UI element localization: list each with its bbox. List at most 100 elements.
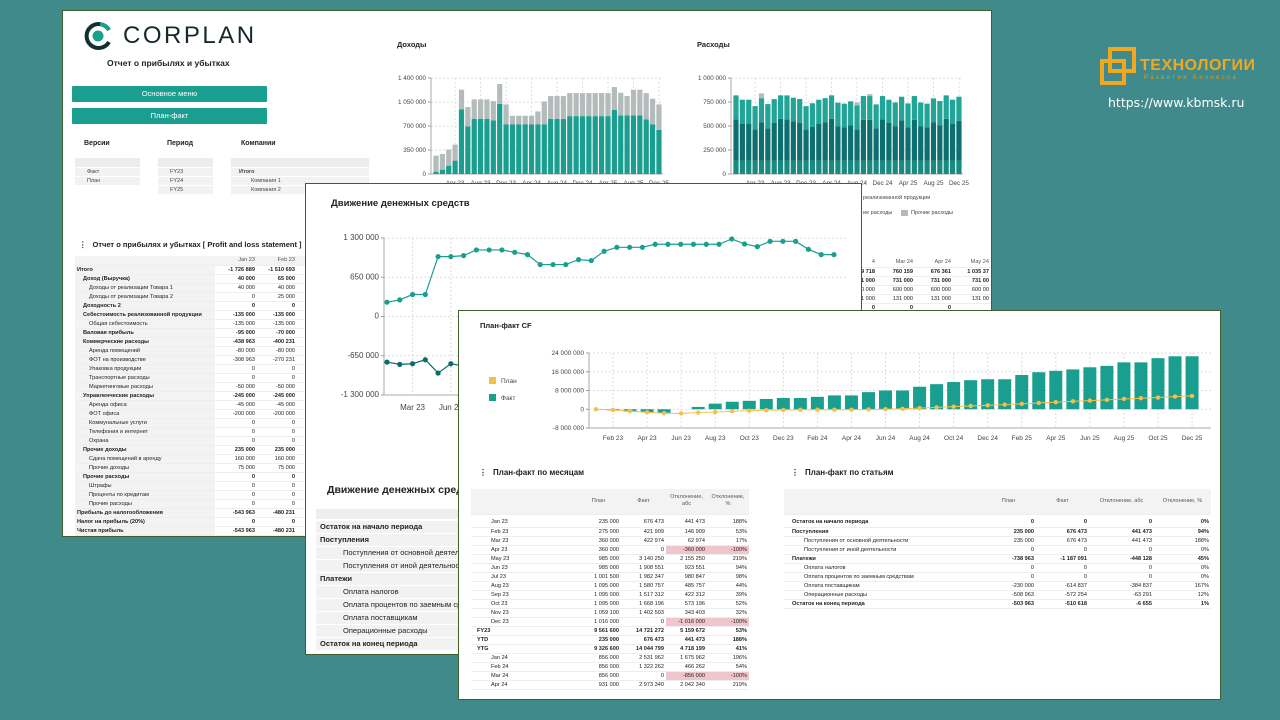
plan-point[interactable] [900, 406, 905, 411]
fact-bar[interactable] [1134, 362, 1148, 410]
fact-bar[interactable] [1168, 356, 1182, 410]
data-point[interactable] [614, 244, 620, 250]
fact-bar[interactable] [913, 386, 927, 410]
fact-bar[interactable] [1066, 369, 1080, 410]
bar-segment[interactable] [630, 115, 637, 174]
bar-segment[interactable] [841, 103, 847, 128]
bar-segment[interactable] [471, 99, 477, 119]
table-row[interactable]: Поступления 235 000 676 473 441 473 94% [784, 527, 1211, 537]
column-header[interactable]: План [981, 489, 1036, 515]
plan-point[interactable] [917, 405, 922, 411]
data-point[interactable] [397, 361, 403, 367]
bar-segment[interactable] [624, 115, 630, 174]
table-row[interactable]: Прочие расходы 0 0 [75, 472, 337, 482]
bar-segment[interactable] [822, 98, 828, 123]
data-point[interactable] [409, 291, 416, 298]
fact-bar[interactable] [896, 390, 910, 410]
bar-segment[interactable] [911, 96, 917, 120]
bar-segment[interactable] [752, 160, 758, 174]
bar-segment[interactable] [765, 104, 771, 129]
bar-segment[interactable] [828, 160, 835, 174]
bar-segment[interactable] [579, 93, 586, 117]
bar-segment[interactable] [522, 124, 528, 174]
plan-point[interactable] [985, 403, 990, 408]
bar-segment[interactable] [477, 99, 484, 119]
plan-point[interactable] [849, 407, 854, 412]
bar-segment[interactable] [567, 93, 573, 117]
table-row[interactable]: Оплата процентов по заемным средствам 0 0 0… [784, 572, 1211, 582]
column-header[interactable]: Apr 24 [915, 258, 953, 268]
plan-point[interactable] [1002, 402, 1007, 407]
table-row[interactable]: ФОТ офиса -200 000 -200 000 [75, 409, 337, 419]
plan-point[interactable] [593, 407, 599, 412]
bar-segment[interactable] [943, 95, 949, 119]
bar-segment[interactable] [886, 99, 892, 123]
bar-segment[interactable] [867, 119, 873, 161]
table-row[interactable]: Доходы от реализации Товара 1 40 000 40 00… [75, 283, 337, 293]
plan-point[interactable] [1087, 398, 1093, 403]
bar-segment[interactable] [758, 160, 765, 174]
table-row[interactable]: Управленческие расходы -245 000 -245 000 [75, 391, 337, 401]
bar-segment[interactable] [899, 120, 905, 161]
bar-segment[interactable] [892, 126, 898, 161]
bar-segment[interactable] [943, 160, 949, 174]
bar-segment[interactable] [573, 93, 579, 117]
bar-segment[interactable] [490, 120, 496, 174]
bar-segment[interactable] [949, 160, 956, 174]
table-row[interactable]: Налог на прибыль (20%) 0 0 [75, 517, 337, 527]
fact-bar[interactable] [1117, 362, 1131, 410]
data-point[interactable] [767, 238, 773, 244]
table-row[interactable]: Операционные расходы -508 963 -572 254 -63 … [784, 590, 1211, 600]
column-header[interactable]: Факт [1036, 489, 1089, 515]
bar-segment[interactable] [548, 118, 554, 174]
bar-segment[interactable] [777, 118, 784, 161]
bar-segment[interactable] [841, 127, 847, 161]
bar-segment[interactable] [656, 104, 662, 130]
column-header[interactable]: Отклонение, % [1154, 489, 1211, 515]
fact-bar[interactable] [1049, 370, 1063, 410]
data-point[interactable] [665, 241, 671, 247]
bar-segment[interactable] [433, 155, 439, 172]
bar-segment[interactable] [637, 89, 643, 116]
bar-segment[interactable] [746, 160, 752, 174]
fact-bar[interactable] [708, 403, 722, 410]
table-row[interactable]: Mar 24 856 000 0 -856 000 -100% [471, 671, 749, 681]
table-row[interactable]: Feb 24 856 000 1 322 262 466 262 54% [471, 662, 749, 672]
data-point[interactable] [409, 361, 416, 367]
bar-segment[interactable] [465, 107, 471, 127]
plan-point[interactable] [951, 404, 956, 409]
data-point[interactable] [627, 244, 633, 250]
versions-filter-list[interactable]: Факт План [75, 158, 140, 186]
bar-segment[interactable] [554, 118, 560, 174]
table-row[interactable]: Штрафы 0 0 [75, 481, 337, 491]
bar-segment[interactable] [739, 160, 745, 174]
fact-bar[interactable] [1100, 365, 1114, 410]
bar-segment[interactable] [911, 160, 917, 174]
bar-segment[interactable] [528, 124, 535, 174]
data-point[interactable] [435, 253, 441, 260]
bar-segment[interactable] [848, 160, 854, 174]
bar-segment[interactable] [867, 94, 873, 97]
data-point[interactable] [537, 261, 543, 268]
bar-segment[interactable] [943, 118, 949, 161]
bar-segment[interactable] [733, 119, 739, 161]
bar-segment[interactable] [618, 92, 624, 116]
table-row[interactable]: Прочие доходы 235 000 235 000 [75, 445, 337, 455]
bar-segment[interactable] [509, 115, 516, 125]
bar-segment[interactable] [771, 160, 777, 174]
table-row[interactable]: Аренда офиса -45 000 -45 000 [75, 400, 337, 410]
bar-segment[interactable] [835, 160, 841, 174]
bar-segment[interactable] [458, 89, 465, 110]
bar-segment[interactable] [879, 160, 886, 174]
bar-segment[interactable] [649, 124, 656, 174]
bar-segment[interactable] [860, 160, 866, 174]
table-row[interactable]: Транспортные расходы 0 0 [75, 373, 337, 383]
fact-bar[interactable] [1015, 375, 1029, 410]
bar-segment[interactable] [746, 99, 752, 124]
bar-segment[interactable] [516, 124, 522, 174]
bar-segment[interactable] [803, 160, 809, 174]
table-row[interactable]: Прочие расходы 0 0 [75, 499, 337, 509]
table-row[interactable]: Dec 23 1 016 000 0 -1 016 000 -100% [471, 617, 749, 627]
data-point[interactable] [499, 247, 505, 253]
